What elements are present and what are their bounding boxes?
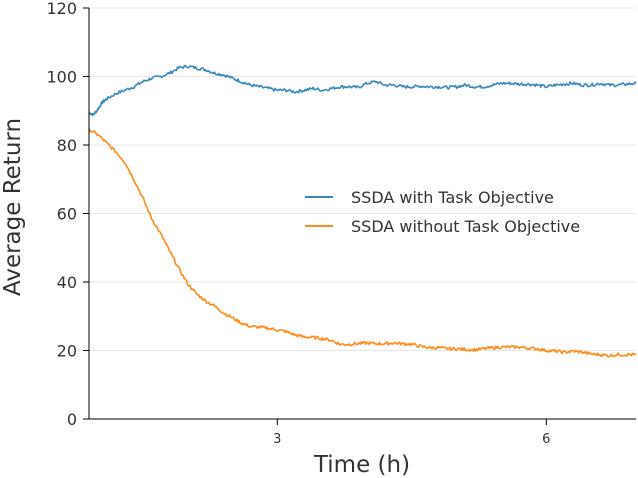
y-tick-label: 100 bbox=[46, 68, 77, 87]
y-tick-label: 40 bbox=[57, 273, 77, 292]
grid bbox=[89, 7, 636, 351]
series-line-2 bbox=[88, 127, 637, 358]
y-axis-title: Average Return bbox=[0, 118, 26, 296]
y-tick-label: 80 bbox=[57, 136, 77, 155]
y-tick-label: 60 bbox=[57, 205, 77, 224]
legend-label: SSDA without Task Objective bbox=[351, 217, 580, 236]
series-line-1 bbox=[88, 64, 637, 117]
legend-label: SSDA with Task Objective bbox=[351, 188, 554, 207]
x-tick-label: 6 bbox=[542, 432, 550, 447]
x-tick-label: 3 bbox=[273, 432, 281, 447]
x-axis-title: Time (h) bbox=[313, 452, 410, 478]
y-tick-label: 120 bbox=[46, 0, 77, 18]
y-tick-label: 0 bbox=[67, 410, 77, 429]
ticks: 0 20 40 60 80 100 120 3 6 bbox=[46, 0, 550, 447]
y-tick-label: 20 bbox=[57, 342, 77, 361]
plot-area bbox=[88, 64, 637, 358]
legend: SSDA with Task Objective SSDA without Tas… bbox=[305, 188, 580, 236]
